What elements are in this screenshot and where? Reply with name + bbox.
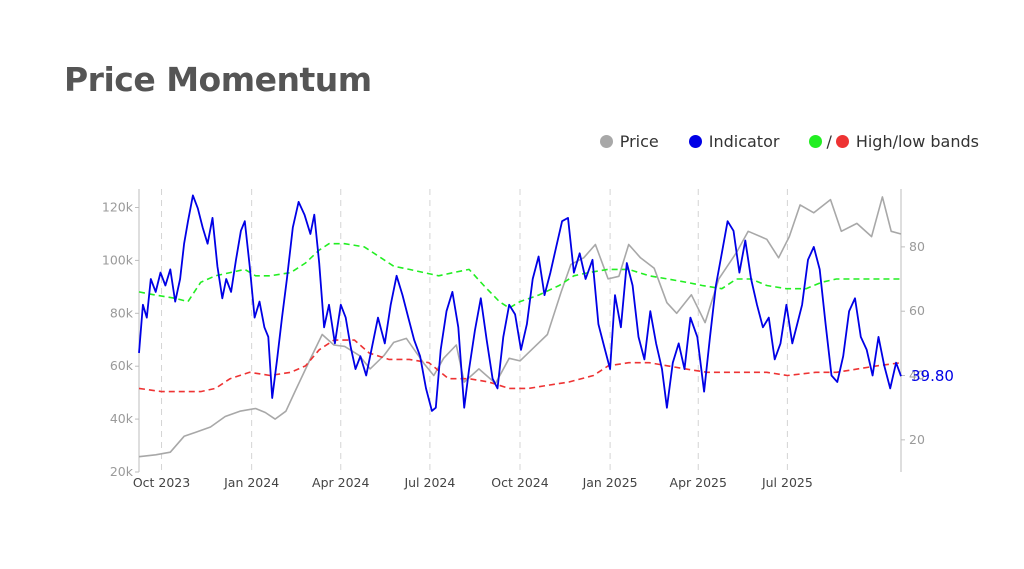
chart-series	[138, 194, 902, 458]
right-y-tick-label: 60	[909, 303, 925, 318]
x-tick-label: Oct 2023	[133, 475, 190, 490]
right-y-tick-label: 20	[909, 432, 925, 447]
indicator-last-value-label: 39.80	[911, 367, 954, 385]
x-tick-label: Jul 2025	[761, 475, 813, 490]
indicator-legend-marker	[688, 135, 702, 148]
series-line-price	[138, 196, 902, 458]
left-y-tick-label: 60k	[110, 358, 134, 373]
left-y-tick-label: 80k	[110, 305, 134, 320]
chart-tick-labels: Oct 2023 Jan 2024 Apr 2024 Jul 2024 Oct 2024…	[102, 200, 954, 490]
right-y-tick-label: 40	[909, 368, 925, 383]
chart-legend: Price Indicator / High/low bands	[599, 132, 979, 151]
legend-label-price: Price	[619, 132, 659, 151]
left-y-tick-label: 100k	[102, 252, 134, 267]
legend-item-price[interactable]: Price	[599, 132, 659, 151]
series-line-high-band	[138, 242, 901, 309]
legend-separator: /	[826, 132, 832, 151]
chart-axes	[135, 189, 905, 473]
high-band-legend-marker	[809, 135, 823, 148]
legend-item-bands[interactable]: / High/low bands	[809, 132, 979, 151]
left-y-tick-label: 40k	[110, 411, 134, 426]
series-line-indicator	[138, 194, 902, 412]
low-band-legend-marker	[835, 135, 849, 148]
legend-label-indicator: Indicator	[708, 132, 780, 151]
x-tick-label: Jan 2024	[223, 475, 279, 490]
x-tick-label: Apr 2024	[312, 475, 369, 490]
left-y-tick-label: 120k	[102, 200, 134, 215]
x-tick-label: Apr 2025	[670, 475, 727, 490]
legend-label-bands: High/low bands	[855, 132, 979, 151]
legend-item-indicator[interactable]: Indicator	[688, 132, 780, 151]
x-gridlines	[161, 189, 788, 472]
left-y-tick-label: 20k	[110, 464, 134, 479]
price-legend-marker	[599, 135, 613, 148]
page-title: Price Momentum	[64, 60, 372, 99]
right-y-tick-label: 80	[909, 239, 925, 254]
x-tick-label: Oct 2024	[491, 475, 548, 490]
x-tick-label: Jul 2024	[403, 475, 455, 490]
x-tick-label: Jan 2025	[582, 475, 638, 490]
